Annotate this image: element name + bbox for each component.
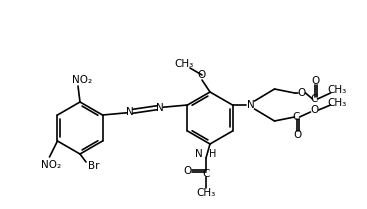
Text: NO₂: NO₂ — [41, 160, 62, 170]
Text: O: O — [183, 166, 191, 176]
Text: O: O — [293, 130, 302, 140]
Text: Br: Br — [88, 161, 100, 171]
Text: C: C — [293, 112, 300, 122]
Text: C: C — [202, 169, 210, 179]
Text: CH₃: CH₃ — [174, 59, 194, 69]
Text: O: O — [198, 70, 206, 80]
Text: O: O — [311, 76, 320, 86]
Text: N: N — [126, 107, 134, 117]
Text: O: O — [310, 105, 319, 115]
Text: CH₃: CH₃ — [327, 98, 346, 108]
Text: CH₃: CH₃ — [196, 188, 216, 198]
Text: CH₃: CH₃ — [327, 85, 346, 95]
Text: NO₂: NO₂ — [72, 75, 92, 85]
Text: O: O — [297, 88, 306, 98]
Text: N: N — [156, 103, 164, 113]
Text: H: H — [209, 149, 217, 159]
Text: C: C — [311, 94, 318, 104]
Text: N: N — [247, 100, 254, 110]
Text: N: N — [195, 149, 203, 159]
